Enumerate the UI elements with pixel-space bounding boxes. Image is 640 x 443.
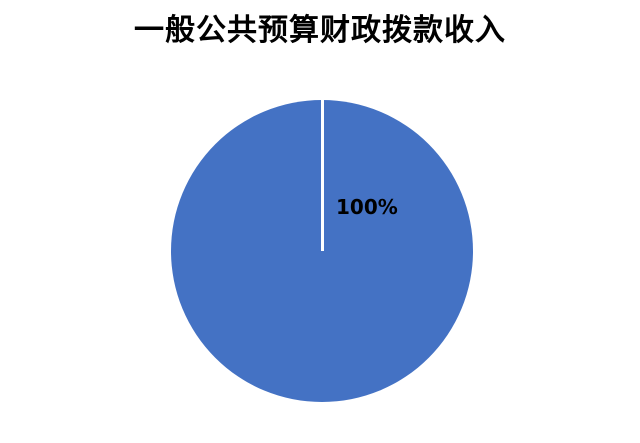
slice-data-label: 100%	[336, 195, 398, 219]
chart-title: 一般公共预算财政拨款收入	[134, 13, 506, 48]
